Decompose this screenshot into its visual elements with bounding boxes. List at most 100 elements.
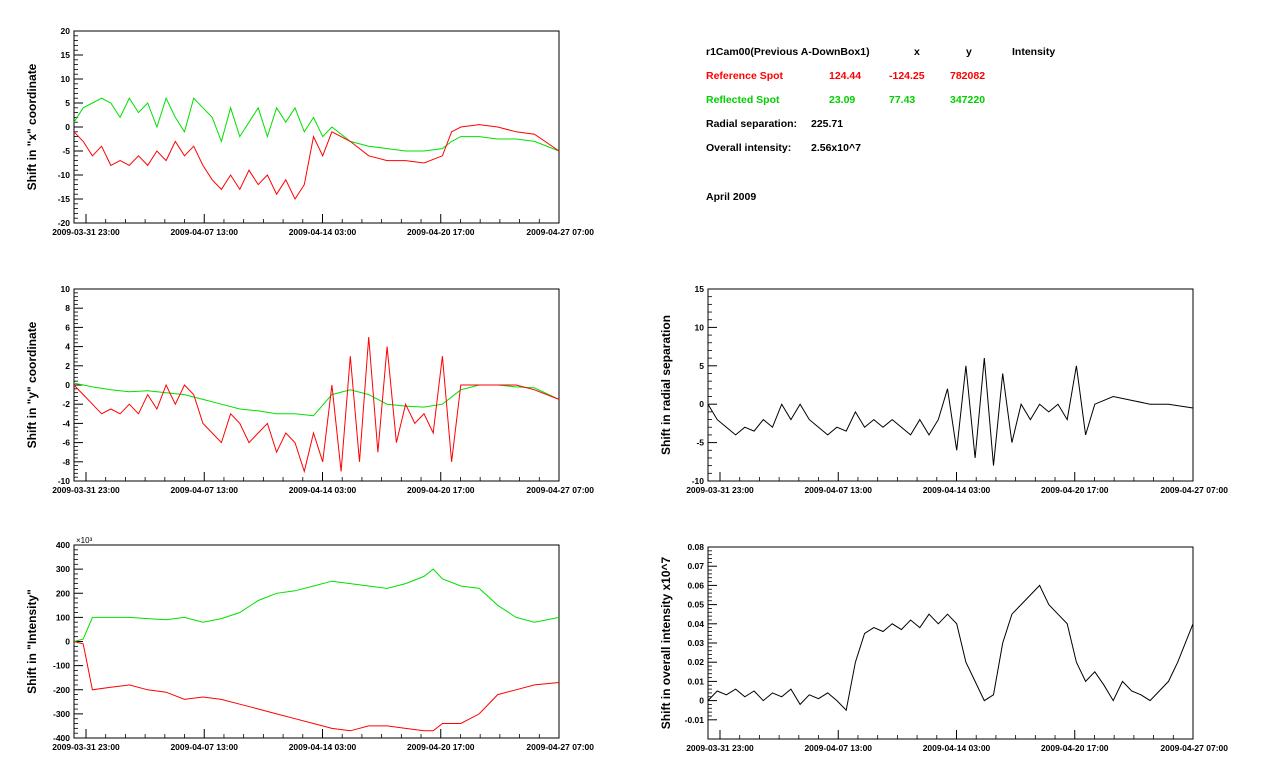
y-tick-label: -200 bbox=[53, 685, 70, 695]
y-axis-label: Shift in "x" coordinate bbox=[25, 63, 39, 190]
y-tick-label: -8 bbox=[62, 457, 70, 467]
y-tick-label: 8 bbox=[65, 303, 70, 313]
y-tick-label: 0 bbox=[65, 122, 70, 132]
series-line-reference bbox=[73, 336, 560, 474]
x-tick-label: 2009-04-07 13:00 bbox=[804, 743, 872, 753]
x-tick-label: 2009-04-20 17:00 bbox=[1041, 485, 1109, 495]
x-tick-label: 2009-04-07 13:00 bbox=[170, 485, 238, 495]
x-tick-label: 2009-04-20 17:00 bbox=[407, 485, 475, 495]
series-line-reflected bbox=[73, 382, 560, 417]
y-tick-label: 10 bbox=[61, 284, 71, 294]
overall-intensity-label: Overall intensity: bbox=[706, 142, 792, 154]
y-tick-label: -0.01 bbox=[685, 715, 705, 725]
series-line-reference bbox=[73, 124, 560, 201]
x-tick-label: 2009-04-20 17:00 bbox=[407, 227, 475, 237]
x-tick-label: 2009-04-20 17:00 bbox=[1041, 743, 1109, 753]
y-tick-label: -10 bbox=[58, 476, 71, 486]
panel-x-shift: -20 -15 -10 -5 0 5 10 15 20 2009-03-31 23:00 2009-… bbox=[25, 26, 594, 237]
series-line-reflected bbox=[73, 568, 560, 642]
y-tick-label: -10 bbox=[58, 170, 71, 180]
y-tick-label: 100 bbox=[56, 612, 70, 622]
panel-overall-intensity-shift: -0.01 0 0.01 0.02 0.03 0.04 0.05 0.06 0.07 0.08 20… bbox=[659, 542, 1228, 753]
y-tick-label: 0.06 bbox=[687, 580, 704, 590]
y-tick-label: -300 bbox=[53, 709, 70, 719]
reflected-spot-label: Reflected Spot bbox=[706, 94, 780, 106]
x-tick-label: 2009-04-14 03:00 bbox=[923, 743, 991, 753]
plot-frame bbox=[73, 544, 560, 739]
x-tick-label: 2009-03-31 23:00 bbox=[52, 227, 120, 237]
y-axis-label: Shift in "y" coordinate bbox=[25, 321, 39, 448]
overall-intensity-value: 2.56x10^7 bbox=[811, 142, 861, 154]
y-tick-label: -20 bbox=[58, 218, 71, 228]
y-tick-label: -2 bbox=[62, 399, 70, 409]
x-tick-label: 2009-04-27 07:00 bbox=[526, 227, 594, 237]
x-tick-label: 2009-04-27 07:00 bbox=[526, 485, 594, 495]
y-tick-label: 15 bbox=[61, 50, 71, 60]
panel-radial-shift: -10 -5 0 5 10 15 2009-03-31 23:00 2009-04-07 13… bbox=[659, 284, 1228, 495]
reflected-spot-y: 77.43 bbox=[889, 94, 916, 106]
x-tick-label: 2009-03-31 23:00 bbox=[52, 485, 120, 495]
plot-frame bbox=[73, 30, 560, 224]
x-tick-label: 2009-04-14 03:00 bbox=[289, 742, 357, 752]
reference-spot-y: -124.25 bbox=[889, 70, 925, 82]
y-axis-label: Shift in "Intensity" bbox=[25, 589, 39, 694]
x-tick-label: 2009-04-07 13:00 bbox=[170, 227, 238, 237]
radial-separation-value: 225.71 bbox=[811, 118, 844, 130]
plot-frame bbox=[707, 288, 1194, 482]
y-tick-label: 6 bbox=[65, 322, 70, 332]
y-tick-label: 300 bbox=[56, 564, 70, 574]
y-tick-label: -6 bbox=[62, 438, 70, 448]
y-tick-label: -5 bbox=[62, 146, 70, 156]
y-tick-label: 0.08 bbox=[687, 542, 704, 552]
x-tick-label: 2009-03-31 23:00 bbox=[686, 485, 754, 495]
y-tick-label: 4 bbox=[65, 342, 70, 352]
y-tick-label: 0.01 bbox=[687, 676, 704, 686]
reflected-spot-x: 23.09 bbox=[829, 94, 856, 106]
radial-separation-label: Radial separation: bbox=[706, 118, 798, 130]
panel-intensity-shift: -400 -300 -200 -100 0 100 200 300 400 2009-03-31 … bbox=[25, 536, 594, 752]
y-tick-label: -5 bbox=[696, 438, 704, 448]
camera-label: r1Cam00(Previous A-DownBox1) bbox=[706, 46, 870, 58]
y-tick-label: 0.05 bbox=[687, 600, 704, 610]
y-tick-label: 0.02 bbox=[687, 657, 704, 667]
x-tick-label: 2009-04-20 17:00 bbox=[407, 742, 475, 752]
x-tick-label: 2009-04-14 03:00 bbox=[289, 227, 357, 237]
series-line-reflected bbox=[73, 96, 560, 152]
y-tick-label: -100 bbox=[53, 661, 70, 671]
y-tick-label: 5 bbox=[699, 361, 704, 371]
series-line-single bbox=[707, 358, 1194, 466]
plot-frame bbox=[707, 546, 1194, 740]
y-tick-label: 0.07 bbox=[687, 561, 704, 571]
reference-spot-x: 124.44 bbox=[829, 70, 862, 82]
y-axis-label: Shift in overall intensity x10^7 bbox=[659, 556, 673, 729]
series-line-single bbox=[707, 584, 1194, 712]
column-x-header: x bbox=[914, 46, 920, 58]
y-tick-label: 15 bbox=[695, 284, 705, 294]
y-tick-label: 0.04 bbox=[687, 619, 704, 629]
y-tick-label: -10 bbox=[692, 476, 705, 486]
x-tick-label: 2009-04-27 07:00 bbox=[526, 742, 594, 752]
panel-y-shift: -10 -8 -6 -4 -2 0 2 4 6 8 10 2009-03-31 23:00 2009-0… bbox=[25, 284, 594, 495]
y-tick-label: 200 bbox=[56, 588, 70, 598]
y-axis-label: Shift in radial separation bbox=[659, 315, 673, 455]
x-tick-label: 2009-03-31 23:00 bbox=[686, 743, 754, 753]
x-tick-label: 2009-03-31 23:00 bbox=[52, 742, 120, 752]
reflected-spot-intensity: 347220 bbox=[950, 94, 986, 106]
column-intensity-header: Intensity bbox=[1012, 46, 1056, 58]
x-tick-label: 2009-04-27 07:00 bbox=[1160, 485, 1228, 495]
y-tick-label: 0 bbox=[699, 696, 704, 706]
y-tick-label: 0 bbox=[65, 637, 70, 647]
x-tick-label: 2009-04-07 13:00 bbox=[170, 742, 238, 752]
x-tick-label: 2009-04-07 13:00 bbox=[804, 485, 872, 495]
y-tick-label: 0 bbox=[65, 380, 70, 390]
reference-spot-intensity: 782082 bbox=[950, 70, 986, 82]
y-axis-exponent: ×10³ bbox=[76, 536, 93, 545]
y-tick-label: 400 bbox=[56, 540, 70, 550]
series-line-reference bbox=[73, 641, 560, 732]
x-tick-label: 2009-04-14 03:00 bbox=[923, 485, 991, 495]
y-tick-label: 0 bbox=[699, 399, 704, 409]
y-tick-label: 20 bbox=[61, 26, 71, 36]
y-tick-label: 10 bbox=[61, 74, 71, 84]
y-tick-label: 2 bbox=[65, 361, 70, 371]
